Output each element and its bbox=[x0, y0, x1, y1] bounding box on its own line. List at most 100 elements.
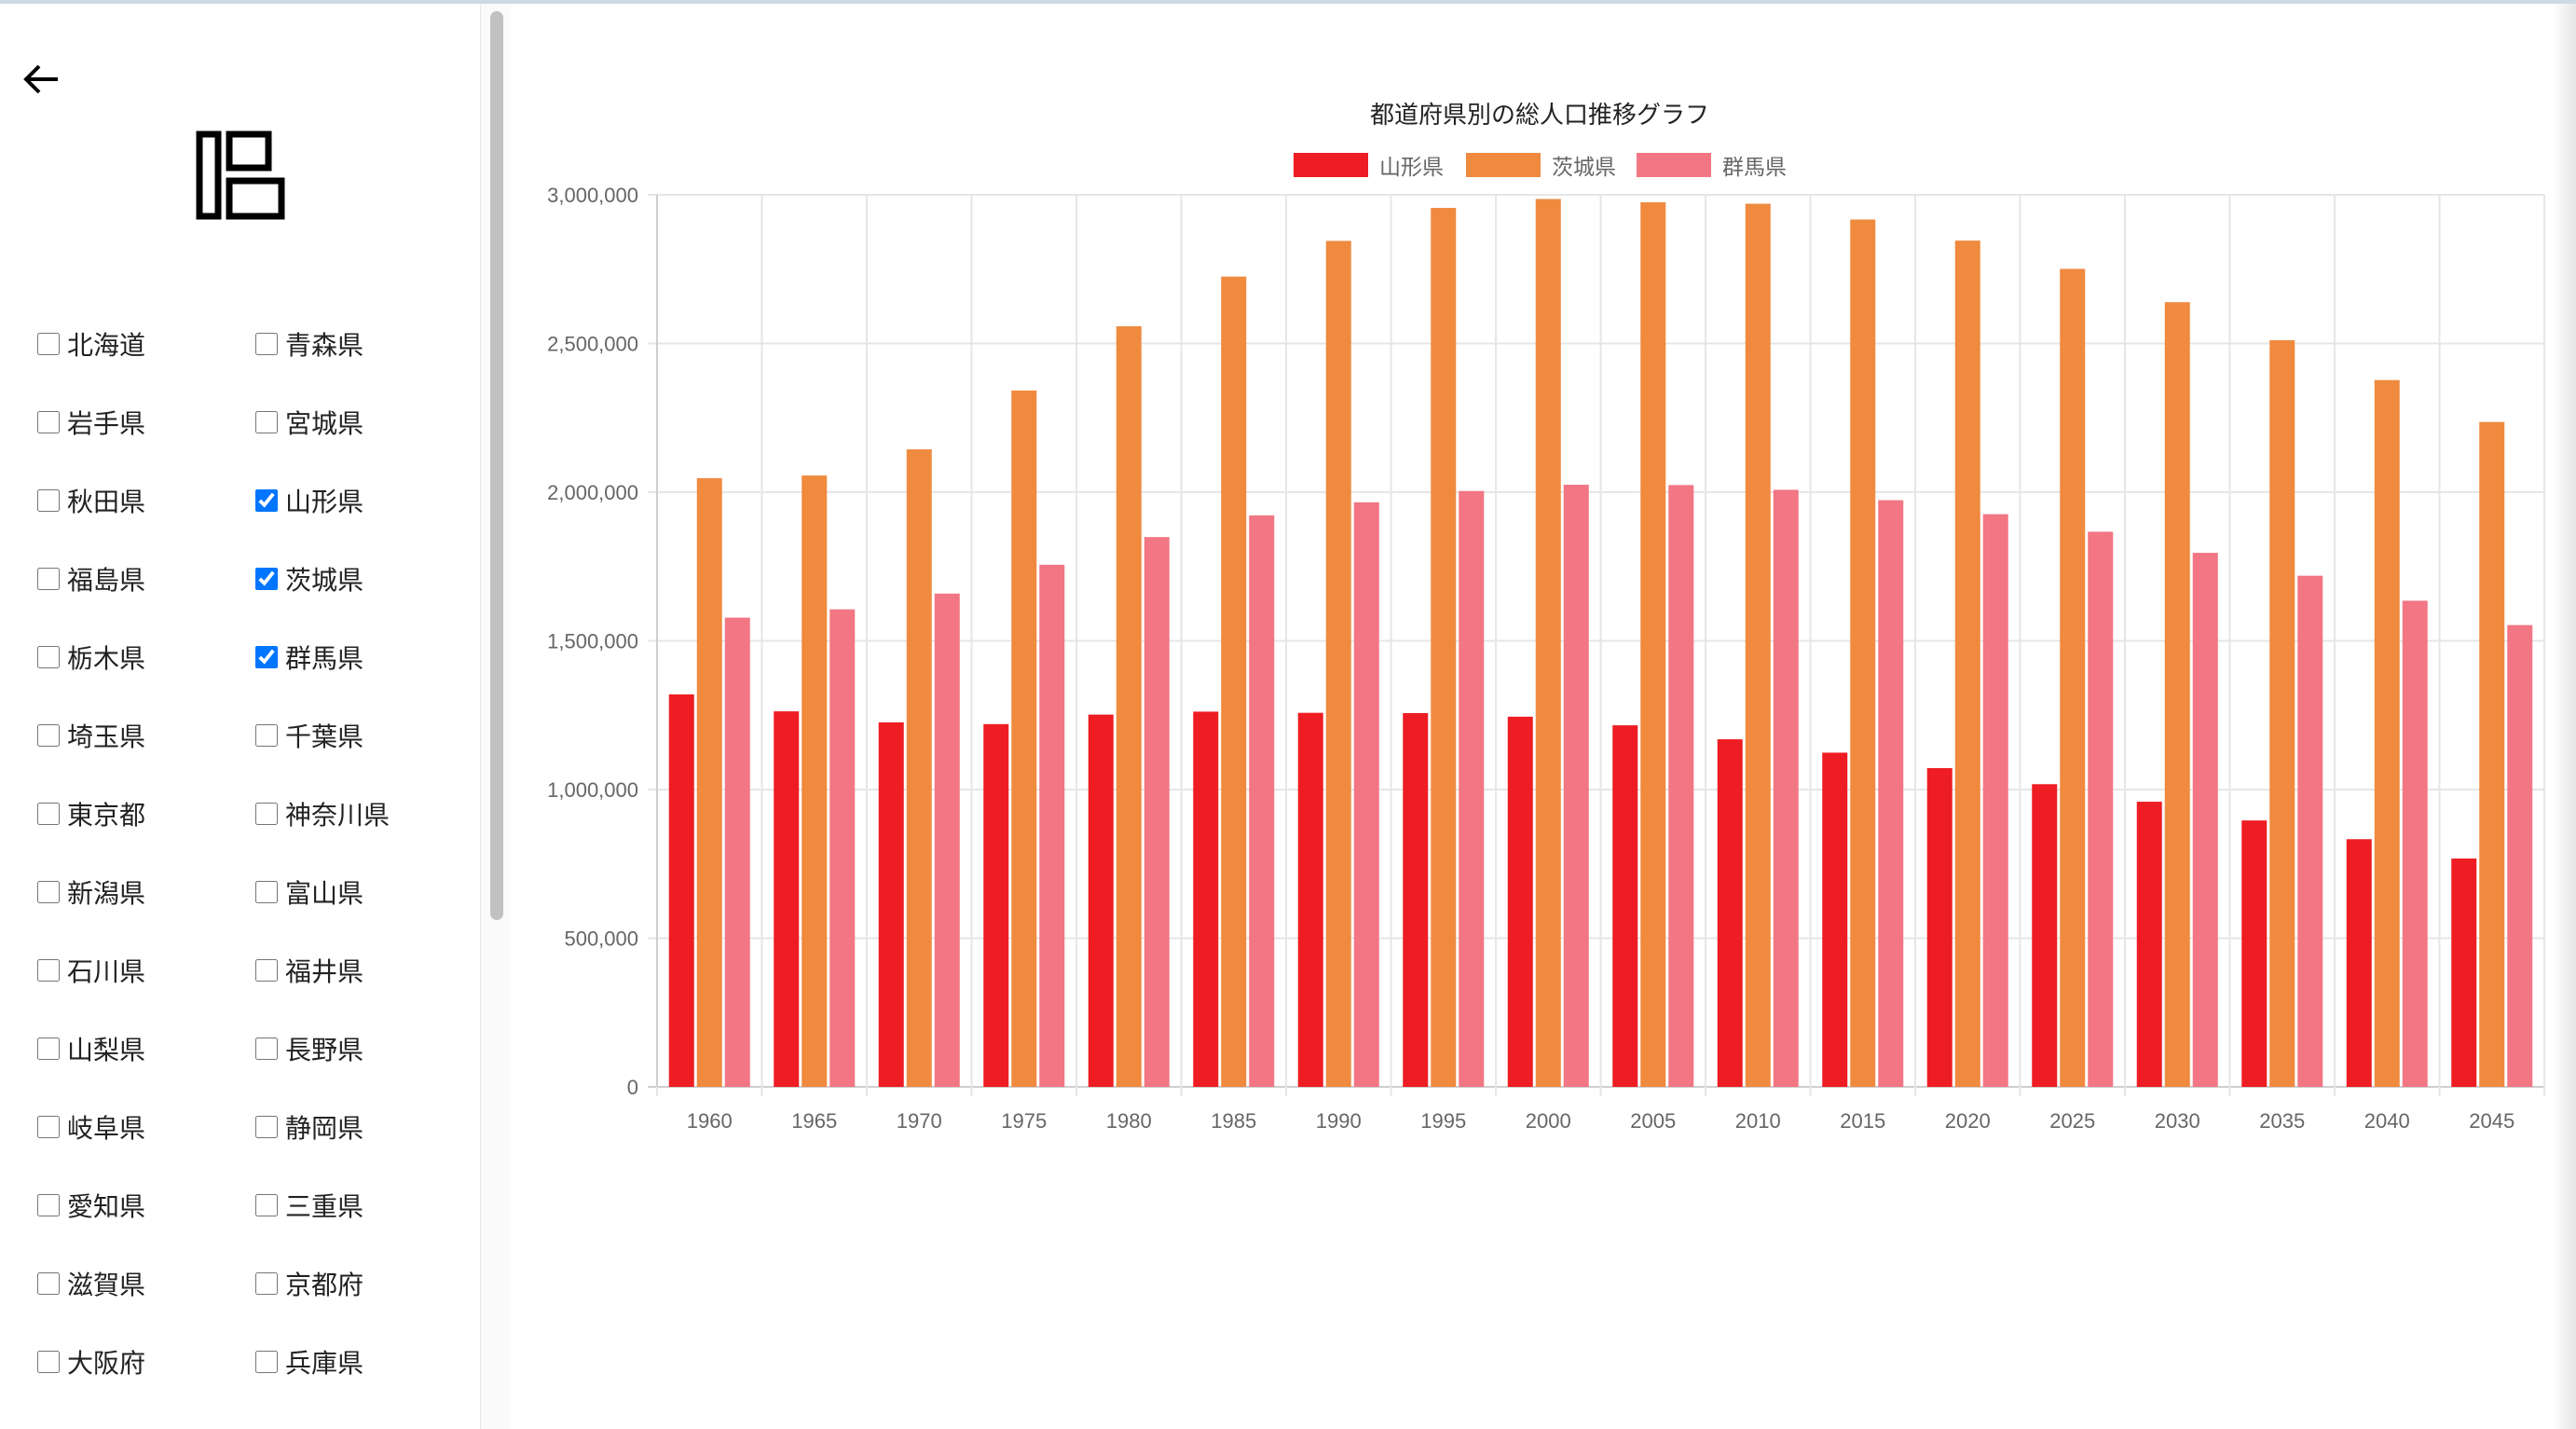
bar[interactable] bbox=[1563, 485, 1589, 1087]
scrollbar-thumb[interactable] bbox=[490, 11, 503, 920]
bar[interactable] bbox=[2032, 784, 2058, 1087]
bar[interactable] bbox=[724, 617, 750, 1087]
prefecture-checkbox[interactable] bbox=[37, 1351, 60, 1373]
bar[interactable] bbox=[1459, 490, 1485, 1087]
prefecture-checkbox[interactable] bbox=[37, 411, 60, 433]
prefecture-item[interactable]: 大阪府 bbox=[37, 1343, 145, 1381]
bar[interactable] bbox=[2241, 820, 2268, 1087]
bar[interactable] bbox=[906, 449, 932, 1088]
bar[interactable] bbox=[1745, 203, 1771, 1087]
back-arrow-icon[interactable] bbox=[19, 58, 65, 101]
bar[interactable] bbox=[2402, 600, 2428, 1087]
prefecture-checkbox[interactable] bbox=[255, 1037, 278, 1060]
prefecture-checkbox[interactable] bbox=[255, 568, 278, 590]
bar[interactable] bbox=[696, 478, 722, 1087]
bar[interactable] bbox=[2164, 302, 2190, 1087]
prefecture-item[interactable]: 茨城県 bbox=[255, 560, 363, 598]
bar[interactable] bbox=[2269, 339, 2295, 1088]
bar[interactable] bbox=[668, 694, 694, 1087]
prefecture-checkbox[interactable] bbox=[255, 724, 278, 747]
prefecture-item[interactable]: 愛知県 bbox=[37, 1187, 145, 1224]
bar[interactable] bbox=[774, 711, 800, 1087]
prefecture-item[interactable]: 三重県 bbox=[255, 1187, 363, 1224]
bar[interactable] bbox=[1116, 325, 1142, 1087]
prefecture-checkbox[interactable] bbox=[37, 803, 60, 825]
prefecture-checkbox[interactable] bbox=[255, 1351, 278, 1373]
prefecture-checkbox[interactable] bbox=[37, 568, 60, 590]
prefecture-item[interactable]: 秋田県 bbox=[37, 482, 145, 519]
bar[interactable] bbox=[1403, 713, 1429, 1087]
bar[interactable] bbox=[1249, 515, 1275, 1087]
prefecture-checkbox[interactable] bbox=[37, 646, 60, 668]
prefecture-checkbox[interactable] bbox=[255, 1116, 278, 1138]
bar[interactable] bbox=[1088, 714, 1114, 1087]
bar[interactable] bbox=[1297, 712, 1323, 1087]
prefecture-item[interactable]: 福井県 bbox=[255, 952, 363, 989]
bar[interactable] bbox=[1926, 768, 1953, 1087]
prefecture-checkbox[interactable] bbox=[255, 959, 278, 982]
bar[interactable] bbox=[1822, 752, 1848, 1087]
bar[interactable] bbox=[1039, 564, 1065, 1087]
prefecture-item[interactable]: 長野県 bbox=[255, 1030, 363, 1067]
prefecture-item[interactable]: 北海道 bbox=[37, 325, 145, 363]
bar[interactable] bbox=[1193, 711, 1219, 1087]
prefecture-checkbox[interactable] bbox=[37, 1194, 60, 1216]
prefecture-checkbox[interactable] bbox=[37, 1037, 60, 1060]
bar[interactable] bbox=[1507, 716, 1533, 1087]
bar[interactable] bbox=[1431, 208, 1457, 1087]
legend-label[interactable]: 群馬県 bbox=[1722, 155, 1787, 179]
prefecture-checkbox[interactable] bbox=[37, 333, 60, 355]
prefecture-checkbox[interactable] bbox=[255, 411, 278, 433]
bar[interactable] bbox=[1353, 502, 1379, 1087]
prefecture-item[interactable]: 宮城県 bbox=[255, 404, 363, 441]
bar[interactable] bbox=[2374, 379, 2400, 1087]
bar[interactable] bbox=[2192, 553, 2218, 1087]
prefecture-checkbox[interactable] bbox=[255, 881, 278, 903]
bar[interactable] bbox=[1325, 240, 1351, 1087]
bar[interactable] bbox=[1640, 201, 1666, 1088]
bar[interactable] bbox=[1982, 514, 2008, 1087]
prefecture-item[interactable]: 東京都 bbox=[37, 795, 145, 832]
prefecture-checkbox[interactable] bbox=[37, 724, 60, 747]
legend-label[interactable]: 茨城県 bbox=[1552, 155, 1616, 179]
bar[interactable] bbox=[1221, 276, 1247, 1088]
bar[interactable] bbox=[934, 593, 960, 1087]
bar[interactable] bbox=[878, 721, 904, 1087]
bar[interactable] bbox=[1773, 489, 1799, 1087]
prefecture-item[interactable]: 富山県 bbox=[255, 873, 363, 911]
bar[interactable] bbox=[1850, 219, 1876, 1088]
prefecture-item[interactable]: 山形県 bbox=[255, 482, 363, 519]
prefecture-item[interactable]: 兵庫県 bbox=[255, 1343, 363, 1381]
legend-swatch[interactable] bbox=[1294, 153, 1368, 177]
bar[interactable] bbox=[1954, 240, 1980, 1088]
prefecture-checkbox[interactable] bbox=[255, 333, 278, 355]
bar[interactable] bbox=[2136, 802, 2162, 1087]
sidebar-scrollbar[interactable] bbox=[480, 4, 512, 1429]
bar[interactable] bbox=[983, 723, 1009, 1087]
bar[interactable] bbox=[2507, 625, 2533, 1087]
bar[interactable] bbox=[1717, 739, 1743, 1087]
bar[interactable] bbox=[2297, 575, 2323, 1087]
prefecture-item[interactable]: 栃木県 bbox=[37, 639, 145, 676]
prefecture-checkbox[interactable] bbox=[37, 1272, 60, 1295]
bar[interactable] bbox=[1612, 725, 1638, 1087]
prefecture-checkbox[interactable] bbox=[255, 489, 278, 512]
bar[interactable] bbox=[2088, 531, 2114, 1087]
prefecture-item[interactable]: 石川県 bbox=[37, 952, 145, 989]
prefecture-item[interactable]: 神奈川県 bbox=[255, 795, 390, 832]
prefecture-item[interactable]: 青森県 bbox=[255, 325, 363, 363]
bar[interactable] bbox=[2451, 859, 2477, 1087]
prefecture-checkbox[interactable] bbox=[255, 803, 278, 825]
bar[interactable] bbox=[1668, 485, 1694, 1087]
prefecture-checkbox[interactable] bbox=[255, 1272, 278, 1295]
prefecture-item[interactable]: 岩手県 bbox=[37, 404, 145, 441]
prefecture-item[interactable]: 滋賀県 bbox=[37, 1265, 145, 1302]
prefecture-item[interactable]: 山梨県 bbox=[37, 1030, 145, 1067]
prefecture-checkbox[interactable] bbox=[255, 1194, 278, 1216]
prefecture-item[interactable]: 千葉県 bbox=[255, 717, 363, 754]
legend-swatch[interactable] bbox=[1466, 153, 1541, 177]
bar[interactable] bbox=[802, 475, 828, 1087]
prefecture-item[interactable]: 京都府 bbox=[255, 1265, 363, 1302]
prefecture-item[interactable]: 群馬県 bbox=[255, 639, 363, 676]
prefecture-checkbox[interactable] bbox=[255, 646, 278, 668]
